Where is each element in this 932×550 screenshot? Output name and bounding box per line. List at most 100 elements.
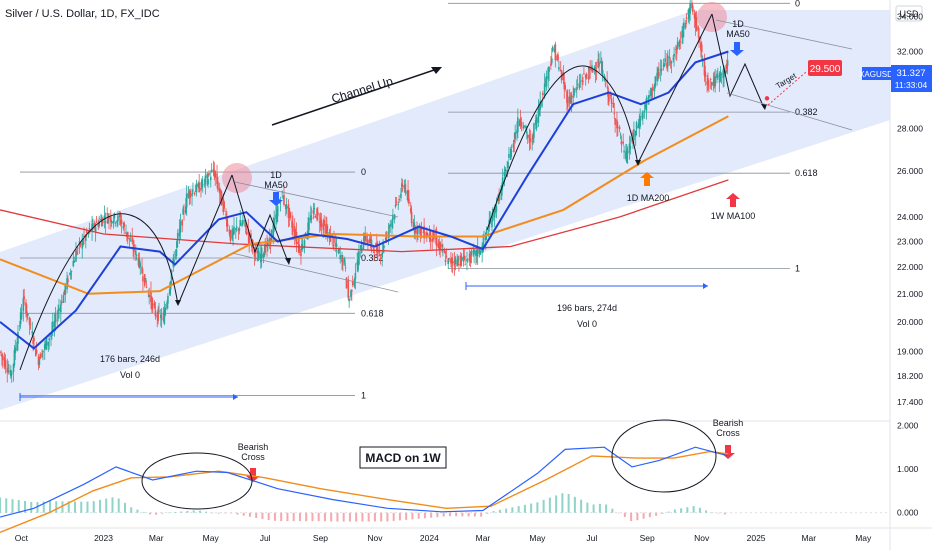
candle-body bbox=[510, 150, 513, 152]
ma50-left-arrow bbox=[269, 192, 283, 206]
macd-histogram-bar bbox=[505, 508, 508, 513]
candle-body bbox=[206, 173, 209, 179]
price-tick-label: 17.400 bbox=[897, 397, 923, 407]
candle-body bbox=[103, 215, 106, 220]
macd-histogram-bar bbox=[142, 511, 145, 513]
ma50-right-arrow bbox=[730, 42, 744, 56]
candle-body bbox=[226, 224, 229, 226]
candle-body bbox=[66, 277, 68, 290]
candle-body bbox=[367, 239, 369, 244]
candle-body bbox=[308, 217, 310, 231]
price-tick-label: 22.000 bbox=[897, 262, 923, 272]
candle-body bbox=[83, 235, 85, 237]
candle-body bbox=[543, 83, 546, 97]
candle-body bbox=[597, 59, 600, 68]
candle-body bbox=[617, 126, 619, 128]
macd-histogram-bar bbox=[367, 512, 370, 522]
candle-body bbox=[403, 185, 406, 189]
candle-body bbox=[154, 310, 157, 317]
macd-histogram-bar bbox=[11, 499, 14, 513]
candle-body bbox=[369, 238, 372, 242]
candle-body bbox=[508, 153, 510, 158]
candle-body bbox=[694, 13, 697, 26]
candle-body bbox=[292, 223, 294, 232]
candle-body bbox=[633, 129, 635, 141]
candle-body bbox=[238, 227, 241, 231]
time-tick-label: Sep bbox=[313, 533, 328, 543]
macd-histogram-bar bbox=[630, 512, 633, 522]
candle-body bbox=[435, 236, 438, 247]
candle-body bbox=[719, 71, 722, 81]
macd-histogram-bar bbox=[155, 512, 158, 515]
candle-body bbox=[519, 118, 522, 122]
candle-body bbox=[507, 161, 509, 169]
candle-body bbox=[643, 110, 646, 112]
candle-body bbox=[14, 347, 17, 354]
macd-histogram-bar bbox=[567, 493, 570, 513]
time-tick-label: Mar bbox=[801, 533, 816, 543]
macd-histogram-bar bbox=[86, 501, 89, 513]
candle-body bbox=[266, 242, 268, 248]
candle-body bbox=[22, 298, 25, 312]
candle-body bbox=[668, 56, 671, 59]
candle-body bbox=[707, 78, 709, 84]
macd-axis[interactable]: 2.000 1.000 0.000 bbox=[897, 420, 919, 517]
candle-body bbox=[122, 226, 125, 229]
candle-body bbox=[679, 41, 682, 43]
candle-body bbox=[247, 228, 250, 235]
currency-button[interactable] bbox=[895, 5, 923, 22]
candle-body bbox=[173, 260, 175, 262]
candle-body bbox=[370, 239, 373, 246]
ma200-line bbox=[0, 115, 729, 295]
candle-body bbox=[47, 341, 50, 346]
candle-body bbox=[53, 320, 56, 328]
candle-body bbox=[454, 257, 457, 265]
candle-body bbox=[407, 190, 409, 202]
candle-body bbox=[462, 256, 465, 262]
macd-histogram-bar bbox=[692, 506, 695, 513]
candle-body bbox=[200, 188, 202, 191]
candle-body bbox=[298, 244, 300, 253]
candle-body bbox=[10, 369, 12, 377]
time-axis[interactable]: Oct 2023 Mar May Jul Sep Nov 2024 Mar May Jul Sep No… bbox=[15, 533, 872, 543]
candle-body bbox=[662, 65, 665, 67]
candle-body bbox=[588, 66, 591, 70]
macd-histogram-bar bbox=[30, 501, 33, 513]
candle-body bbox=[362, 241, 365, 250]
price-axis[interactable]: 34.00032.00030.00028.00026.00024.00023.0… bbox=[897, 12, 923, 407]
macd-histogram-bar bbox=[586, 502, 589, 513]
candle-body bbox=[125, 232, 127, 234]
candle-body bbox=[538, 107, 541, 115]
candle-body bbox=[448, 258, 450, 259]
candle-body bbox=[145, 286, 148, 288]
candle-body bbox=[382, 243, 384, 252]
candle-body bbox=[541, 101, 543, 107]
macd-histogram-bar bbox=[48, 501, 51, 513]
candle-body bbox=[217, 181, 219, 191]
candle-body bbox=[0, 351, 2, 354]
macd-histogram-bar bbox=[348, 512, 351, 522]
time-tick-label: Mar bbox=[149, 533, 164, 543]
candle-body bbox=[31, 331, 34, 334]
bearish-cross-2-line2: Cross bbox=[716, 428, 740, 438]
candle-body bbox=[231, 229, 234, 240]
candle-body bbox=[473, 249, 475, 255]
candle-body bbox=[383, 245, 385, 249]
candle-body bbox=[726, 60, 729, 66]
candle-body bbox=[392, 214, 394, 221]
candle-body bbox=[689, 3, 691, 14]
price-tick-label: 32.000 bbox=[897, 47, 923, 57]
macd-histogram-bar bbox=[498, 509, 501, 513]
macd-histogram-bar bbox=[623, 512, 626, 517]
candle-body bbox=[116, 220, 118, 224]
candle-body bbox=[94, 226, 97, 232]
candle-body bbox=[548, 66, 550, 72]
time-tick-label: Jul bbox=[260, 533, 271, 543]
candle-body bbox=[529, 138, 532, 142]
candle-body bbox=[191, 193, 193, 197]
candle-body bbox=[233, 226, 235, 234]
candle-body bbox=[167, 295, 169, 304]
candle-body bbox=[189, 190, 192, 198]
candle-body bbox=[207, 179, 209, 185]
countdown-text: 11:33:04 bbox=[895, 80, 928, 90]
